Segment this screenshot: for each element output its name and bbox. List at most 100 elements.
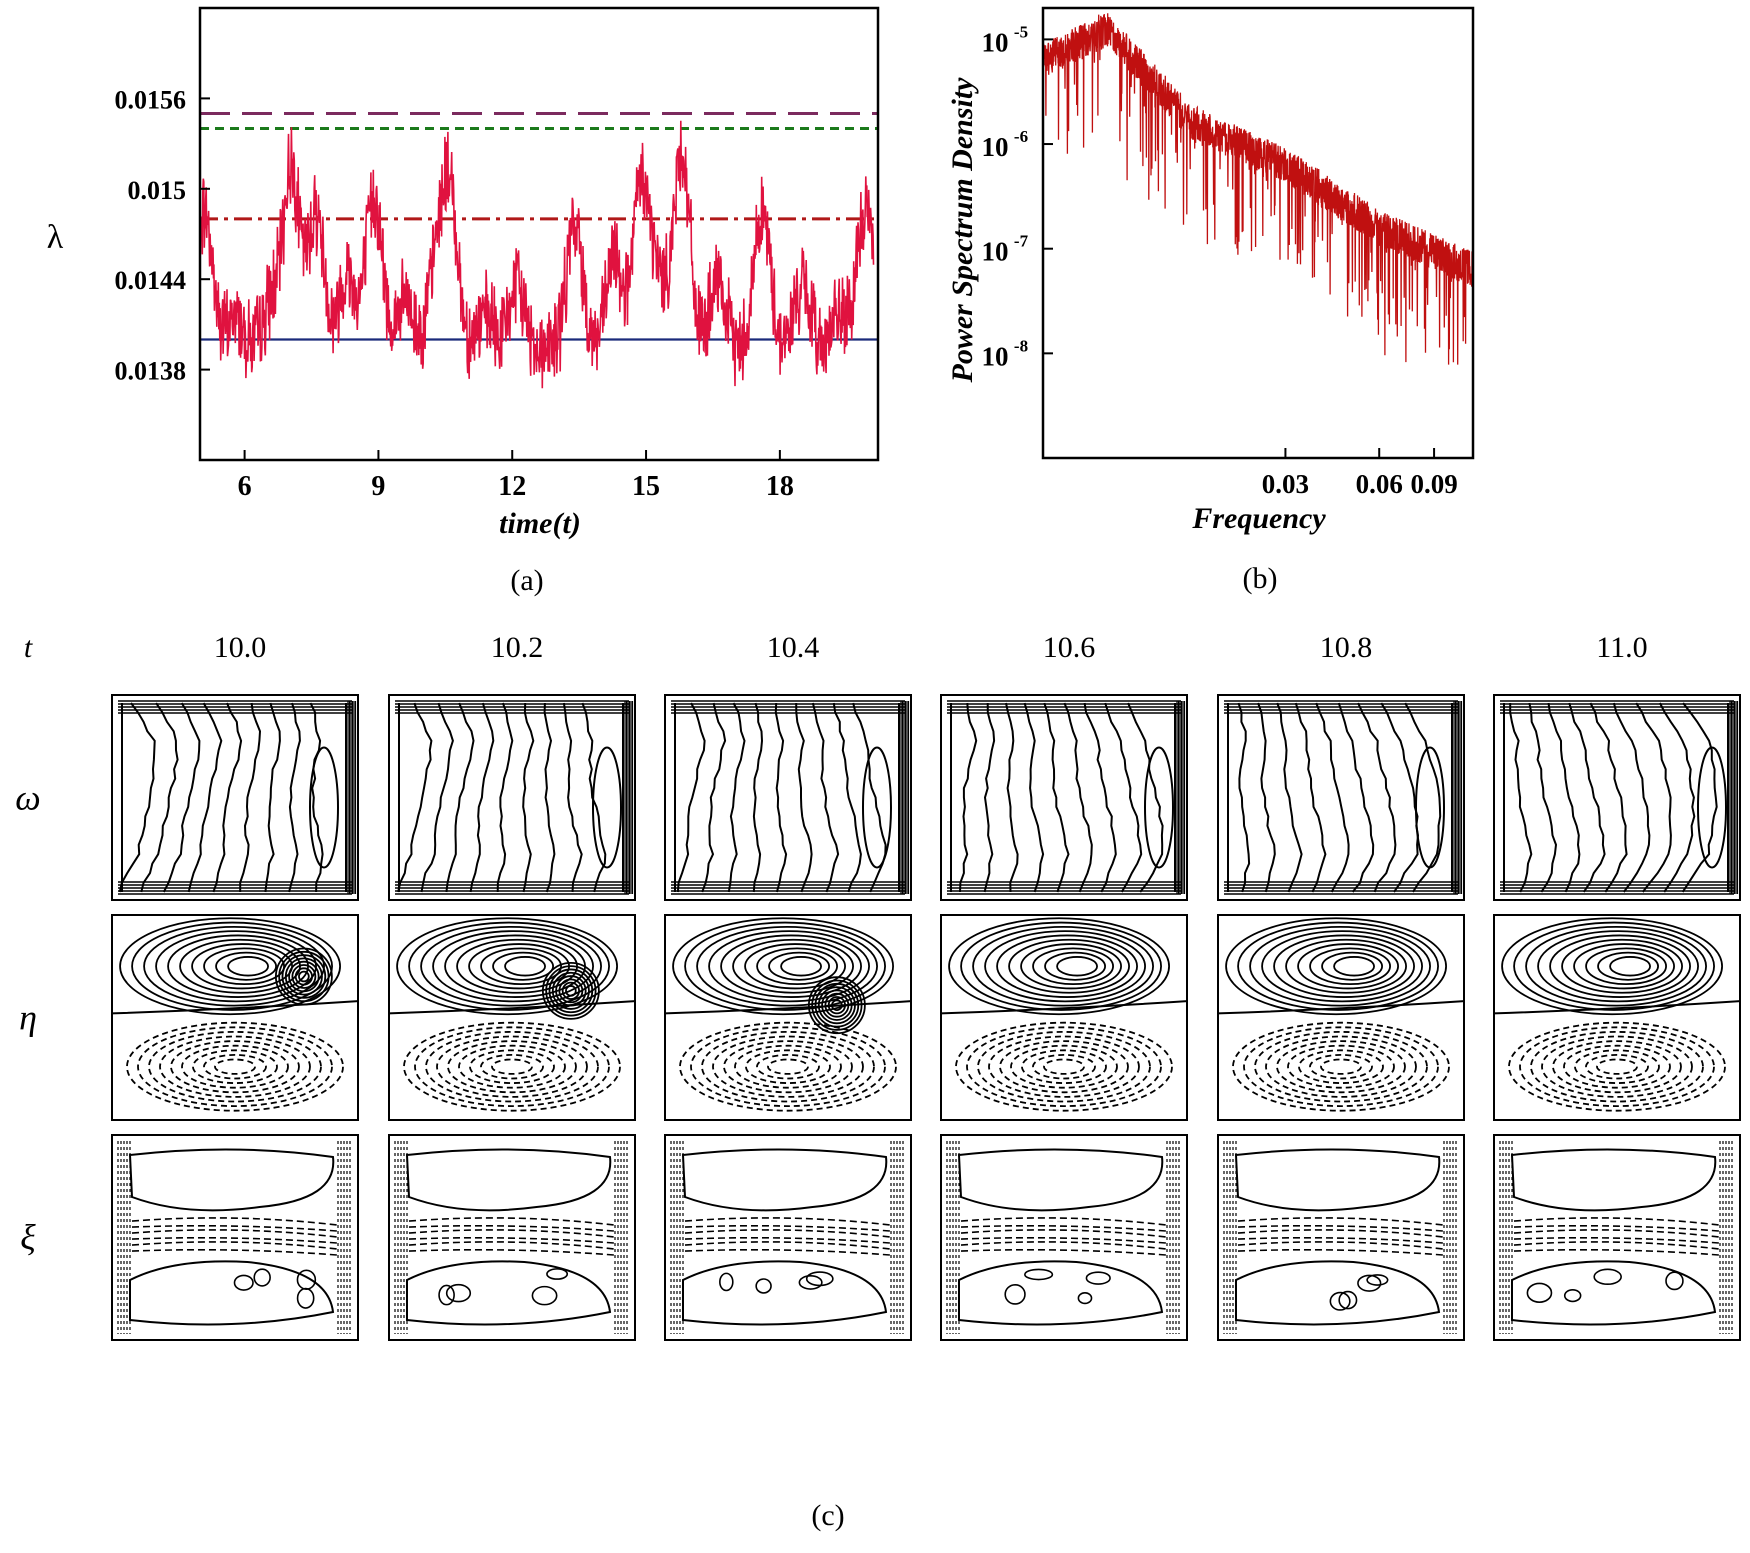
omega-contour-line [1612,702,1651,893]
xi-island [1357,1274,1382,1292]
omega-contour-line [1380,702,1420,893]
eta-positive-contour [756,947,838,986]
eta-positive-contour [480,947,562,986]
xi-negative-contour [1513,1241,1721,1250]
contour-panel-frame [111,1134,359,1341]
contour-panel-frame [1217,1134,1465,1341]
eta-negative-contour [988,1035,1140,1098]
contour-panel-frame [111,694,359,901]
chart-b-panel-label: (b) [1243,562,1278,595]
contour-panel-frame [388,914,636,1121]
xi-island [546,1268,569,1280]
chart-a-xlabel: time(t) [499,507,581,540]
eta-positive-contour [1573,943,1675,990]
contour-panel-xi-3 [940,1134,1188,1341]
eta-vortex-contour [558,978,584,1004]
omega-contour-line [522,702,535,893]
omega-contour-line [1404,702,1442,893]
eta-positive-contour [396,917,618,1016]
contour-panel-eta-2 [664,914,912,1121]
omega-contour-line [811,702,840,893]
eta-vortex-contour [545,965,597,1017]
eta-positive-contour [1261,930,1423,1003]
omega-contour-line [774,702,788,893]
contour-panel-frame [664,694,912,901]
eta-positive-contour [1321,951,1383,981]
xi-negative-contour [408,1229,616,1238]
omega-vortex [1144,746,1174,869]
xi-negative-contour [1237,1229,1445,1238]
eta-negative-contour [1287,1044,1395,1089]
eta-positive-contour [1020,943,1122,990]
xi-negative-contour [960,1217,1168,1226]
xi-island [798,1275,823,1290]
eta-negative-contour [148,1031,322,1103]
eta-positive-contour [1597,951,1659,981]
eta-positive-contour [672,917,894,1016]
xi-negative-contour [1513,1224,1721,1232]
series-lambda [199,120,875,389]
xi-island [253,1268,271,1287]
omega-contour-line [187,702,223,893]
eta-vortex-contour [298,970,310,983]
contour-panel-eta-0 [111,914,359,1121]
y-tick-label-2: 0.015 [128,176,187,205]
xi-island [1366,1274,1389,1286]
omega-contour-line [852,702,887,893]
eta-positive-contour [960,921,1162,1011]
x-tick-label-3: 15 [632,471,660,502]
omega-contour-line [140,702,179,893]
eta-zero-contour [1493,1000,1741,1015]
omega-contour-line [162,702,201,893]
eta-positive-contour [468,943,570,990]
eta-negative-contour [425,1031,599,1103]
contour-panel-xi-2 [664,1134,912,1341]
omega-contour-line [212,702,243,893]
omega-contour-line [676,702,706,893]
omega-contour-line [1589,702,1628,893]
eta-negative-contour [767,1058,809,1075]
xi-island [1593,1268,1622,1286]
xi-negative-contour [960,1241,1168,1250]
omega-contour-line [118,702,156,893]
eta-vortex-contour [548,968,594,1014]
xi-island [531,1285,558,1306]
omega-contour-line [1276,702,1303,893]
xi-lower-region [406,1260,612,1326]
y-tick-exponent-0: -5 [1014,22,1028,41]
eta-positive-contour [1032,947,1114,986]
eta-positive-contour [744,943,846,990]
eta-positive-contour [732,938,854,994]
omega-contour-line [1127,702,1164,893]
eta-negative-contour [1043,1058,1085,1075]
time-label-1: 10.2 [491,631,544,664]
contour-panel-omega-0 [111,694,359,901]
xi-negative-contour [131,1229,339,1238]
chart-a-plot: 6 9 12 15 18 0.0138 0.0144 0.015 0.0156 [115,6,880,502]
xi-island [1563,1289,1582,1303]
x-tick-label-4: 18 [766,471,794,502]
grid-t-label: t [24,631,33,664]
eta-positive-contour [227,956,269,977]
contour-panel-frame [1493,694,1741,901]
chart-a-frame [198,6,880,462]
xi-negative-contour [1513,1236,1721,1244]
xi-island [719,1272,734,1292]
eta-positive-contour [696,925,878,1007]
eta-positive-contour [1297,943,1399,990]
eta-negative-contour [1309,1054,1373,1080]
omega-vortex [1415,746,1445,869]
eta-positive-contour [492,951,554,981]
contour-panel-frame [388,694,636,901]
eta-vortex-contour [291,964,317,989]
xi-upper-region [1510,1148,1717,1212]
eta-negative-contour [1596,1058,1638,1075]
eta-vortex-contour [294,967,313,986]
eta-negative-contour [701,1031,875,1103]
x-tick-label-1: 9 [371,471,385,502]
omega-contour-line [1043,702,1070,893]
eta-negative-contour [1010,1044,1118,1089]
omega-contour-line [239,702,262,892]
eta-zero-contour [388,1000,636,1015]
omega-contour-line [1237,702,1251,893]
